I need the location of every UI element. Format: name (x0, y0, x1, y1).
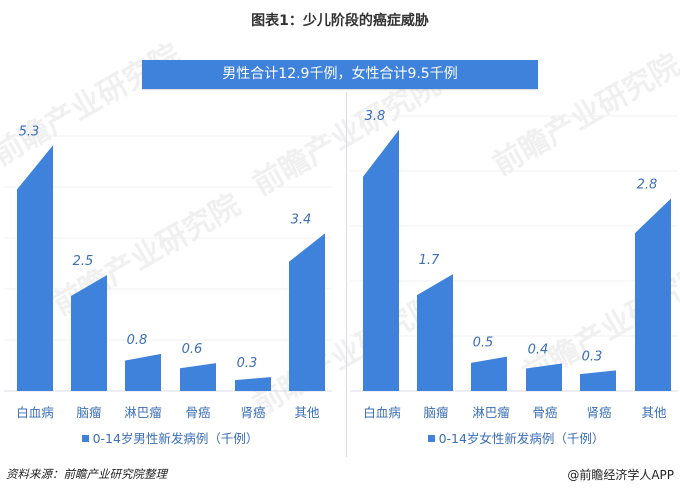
x-tick-label: 骨癌 (532, 405, 558, 420)
female-legend: 0-14岁女性新发病例（千例） (346, 428, 680, 447)
bar (17, 145, 53, 391)
data-label: 0.4 (528, 343, 549, 358)
female-category-axis: 白血病 脑瘤 淋巴瘤 骨癌 肾癌 其他 (346, 402, 680, 420)
bar (580, 370, 616, 391)
data-label: 3.8 (365, 109, 386, 124)
x-tick-label: 脑瘤 (423, 405, 449, 420)
x-tick-label: 骨癌 (185, 405, 211, 420)
legend-swatch (81, 435, 89, 442)
x-tick-label: 白血病 (16, 405, 54, 420)
bar (125, 353, 161, 391)
legend-swatch (427, 435, 435, 442)
bar (235, 377, 271, 391)
bar (71, 275, 107, 391)
bar (363, 129, 399, 391)
panel-divider (346, 92, 347, 457)
x-tick-label: 脑瘤 (76, 405, 102, 420)
data-label: 3.4 (291, 212, 312, 227)
bar (289, 233, 325, 391)
x-tick-label: 其他 (294, 405, 320, 420)
bar (180, 363, 216, 391)
data-label: 2.5 (73, 254, 94, 269)
data-label: 0.3 (582, 349, 603, 364)
data-label: 0.6 (182, 342, 203, 357)
bar (526, 363, 562, 391)
source-note: 资料来源：前瞻产业研究院整理 (6, 467, 167, 481)
data-label: 1.7 (419, 253, 440, 268)
totals-banner: 男性合计12.9千例，女性合计9.5千例 (142, 60, 538, 89)
male-chart-panel: 5.3 2.5 0.8 0.6 0.3 3.4 白血病 脑瘤 淋巴瘤 骨癌 肾癌 其他 0… (0, 90, 340, 455)
x-tick-label: 淋巴瘤 (472, 405, 510, 420)
female-bar-chart: 3.8 1.7 0.5 0.4 0.3 2.8 (350, 109, 678, 392)
male-bar-chart: 5.3 2.5 0.8 0.6 0.3 3.4 (4, 124, 332, 392)
male-legend: 0-14岁男性新发病例（千例） (0, 428, 340, 447)
data-label: 0.8 (127, 333, 148, 348)
data-label: 2.8 (637, 178, 658, 193)
bar (635, 198, 671, 391)
data-label: 5.3 (19, 124, 40, 139)
data-label: 0.3 (237, 356, 258, 371)
chart-title: 图表1：少儿阶段的癌症威胁 (251, 13, 429, 29)
x-tick-label: 肾癌 (586, 405, 612, 420)
x-tick-label: 其他 (641, 405, 667, 420)
legend-label: 0-14岁女性新发病例（千例） (438, 431, 605, 446)
legend-label: 0-14岁男性新发病例（千例） (92, 431, 259, 446)
x-tick-label: 肾癌 (240, 405, 266, 420)
x-tick-label: 白血病 (363, 405, 401, 420)
female-chart-panel: 3.8 1.7 0.5 0.4 0.3 2.8 白血病 脑瘤 淋巴瘤 骨癌 肾癌 其他 0… (346, 90, 680, 455)
data-label: 0.5 (473, 336, 494, 351)
bar (471, 356, 507, 391)
bar (417, 274, 453, 391)
male-category-axis: 白血病 脑瘤 淋巴瘤 骨癌 肾癌 其他 (0, 402, 340, 420)
credit-note: @前瞻经济学人APP (567, 468, 674, 482)
x-tick-label: 淋巴瘤 (124, 405, 162, 420)
